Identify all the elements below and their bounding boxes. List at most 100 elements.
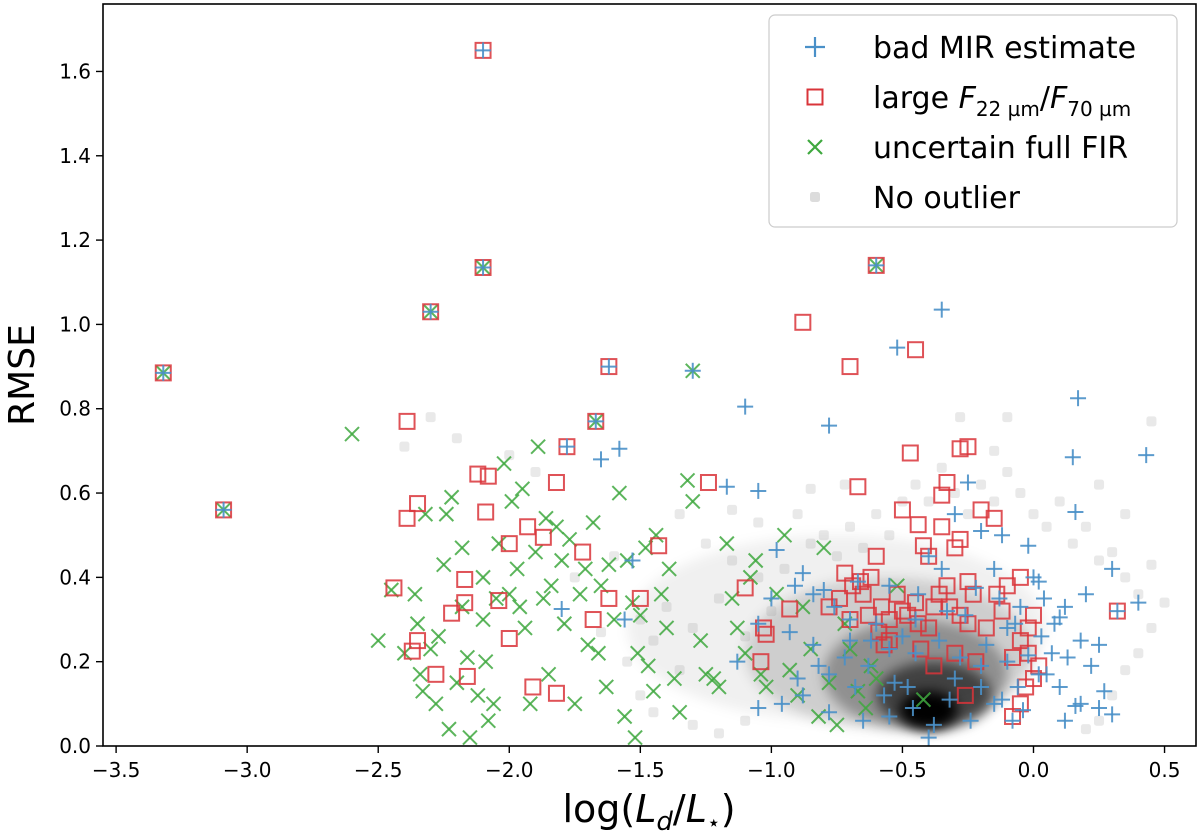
bad-mir-point — [946, 670, 963, 687]
bad-mir-point — [847, 678, 864, 695]
bad-mir-point — [475, 42, 492, 59]
bad-mir-point — [794, 565, 811, 582]
uncertain-fir-point — [816, 540, 832, 556]
uncertain-fir-point — [459, 649, 476, 666]
no-outlier-point — [753, 572, 764, 583]
x-tick-label: 0.5 — [1149, 758, 1181, 782]
plot-frame — [102, 3, 1197, 747]
no-outlier-point — [839, 479, 850, 490]
uncertain-fir-point — [538, 510, 554, 527]
uncertain-fir-point — [462, 729, 478, 746]
no-outlier-point — [1028, 509, 1039, 520]
no-outlier-point — [1146, 416, 1157, 427]
y-tick-label: 0.0 — [59, 734, 91, 758]
no-outlier-point — [609, 551, 620, 562]
large-ratio-point — [456, 594, 474, 612]
uncertain-fir-point — [344, 426, 360, 442]
large-ratio-point — [993, 602, 1011, 620]
bad-mir-point — [1012, 598, 1029, 615]
bad-mir-point — [1035, 590, 1052, 607]
uncertain-fir-point — [598, 679, 614, 695]
uncertain-fir-point — [671, 704, 688, 720]
large-ratio-point — [901, 444, 919, 462]
bad-mir-point — [781, 624, 798, 641]
bad-mir-point — [750, 700, 767, 717]
bad-mir-point — [868, 257, 885, 274]
no-outlier-point — [753, 517, 764, 528]
large-ratio-point — [914, 537, 932, 555]
no-outlier-point — [740, 715, 751, 726]
uncertain-fir-point — [475, 569, 491, 586]
uncertain-fir-point — [509, 561, 525, 577]
large-ratio-point — [912, 640, 930, 658]
no-outlier-point — [687, 622, 698, 633]
bad-mir-point — [1020, 647, 1037, 664]
bad-mir-point — [1064, 449, 1081, 466]
no-outlier-point — [818, 530, 829, 541]
large-ratio-point — [841, 358, 859, 376]
large-ratio-point — [443, 604, 461, 622]
large-ratio-point — [909, 615, 927, 633]
uncertain-fir-point — [698, 666, 714, 683]
bad-mir-point — [920, 548, 937, 565]
x-tick-label: −3.0 — [223, 758, 272, 782]
bad-mir-point — [475, 259, 492, 276]
bad-mir-point — [553, 600, 570, 617]
large-ratio-point — [385, 579, 403, 597]
bad-mir-point — [1051, 678, 1068, 695]
uncertain-fir-point — [719, 535, 735, 552]
uncertain-fir-point — [438, 506, 455, 522]
legend-label-large-ratio: large F22 µm/F70 µm — [873, 81, 1131, 121]
large-ratio-point — [477, 503, 495, 521]
x-tick-label: −2.0 — [485, 758, 534, 782]
bad-mir-point — [1004, 712, 1021, 729]
bad-mir-point — [933, 301, 950, 318]
y-tick-label: 1.6 — [59, 59, 91, 83]
uncertain-fir-point — [567, 696, 583, 712]
bad-mir-point — [973, 522, 990, 539]
y-axis-title: RMSE — [2, 324, 43, 426]
bad-mir-point — [616, 611, 633, 628]
no-outlier-point — [884, 530, 895, 541]
bad-mir-point — [876, 687, 893, 704]
bad-mir-point — [862, 632, 879, 649]
bad-mir-point — [1083, 657, 1100, 674]
bad-mir-point — [957, 607, 974, 624]
no-outlier-point — [1120, 572, 1131, 583]
uncertain-fir-point — [535, 590, 552, 607]
bad-mir-point — [805, 636, 822, 653]
no-outlier-point — [976, 479, 987, 490]
no-outlier-point — [451, 433, 462, 444]
large-ratio-point — [456, 570, 474, 588]
bad-mir-point — [794, 687, 811, 704]
uncertain-fir-point — [601, 557, 617, 573]
bad-mir-point — [899, 678, 916, 695]
large-ratio-point — [398, 509, 416, 527]
bad-mir-point — [1104, 560, 1121, 577]
bad-mir-point — [959, 474, 976, 491]
bad-mir-point — [842, 611, 859, 628]
legend-item-no-outlier: No outlier — [810, 181, 1021, 216]
x-tick-label: −3.5 — [92, 758, 141, 782]
uncertain-fir-point — [504, 493, 520, 510]
bad-mir-point — [1109, 603, 1126, 620]
no-outlier-point — [805, 483, 816, 494]
bad-mir-point — [821, 666, 838, 683]
no-outlier-point — [635, 690, 646, 701]
uncertain-fir-point — [758, 679, 774, 695]
bad-mir-point — [718, 478, 735, 495]
bad-mir-point — [999, 619, 1016, 636]
bad-mir-point — [886, 674, 903, 691]
large-ratio-point — [736, 579, 754, 597]
large-ratio-point — [951, 530, 969, 548]
bad-mir-point — [600, 358, 617, 375]
no-outlier-point — [1002, 412, 1013, 423]
bad-mir-point — [750, 615, 767, 632]
y-tick-label: 0.6 — [59, 481, 91, 505]
bad-mir-point — [933, 560, 950, 577]
bad-mir-point — [889, 339, 906, 356]
bad-mir-point — [1009, 678, 1026, 695]
bad-mir-point — [941, 691, 958, 708]
legend-item-uncertain-fir: uncertain full FIR — [807, 131, 1128, 166]
